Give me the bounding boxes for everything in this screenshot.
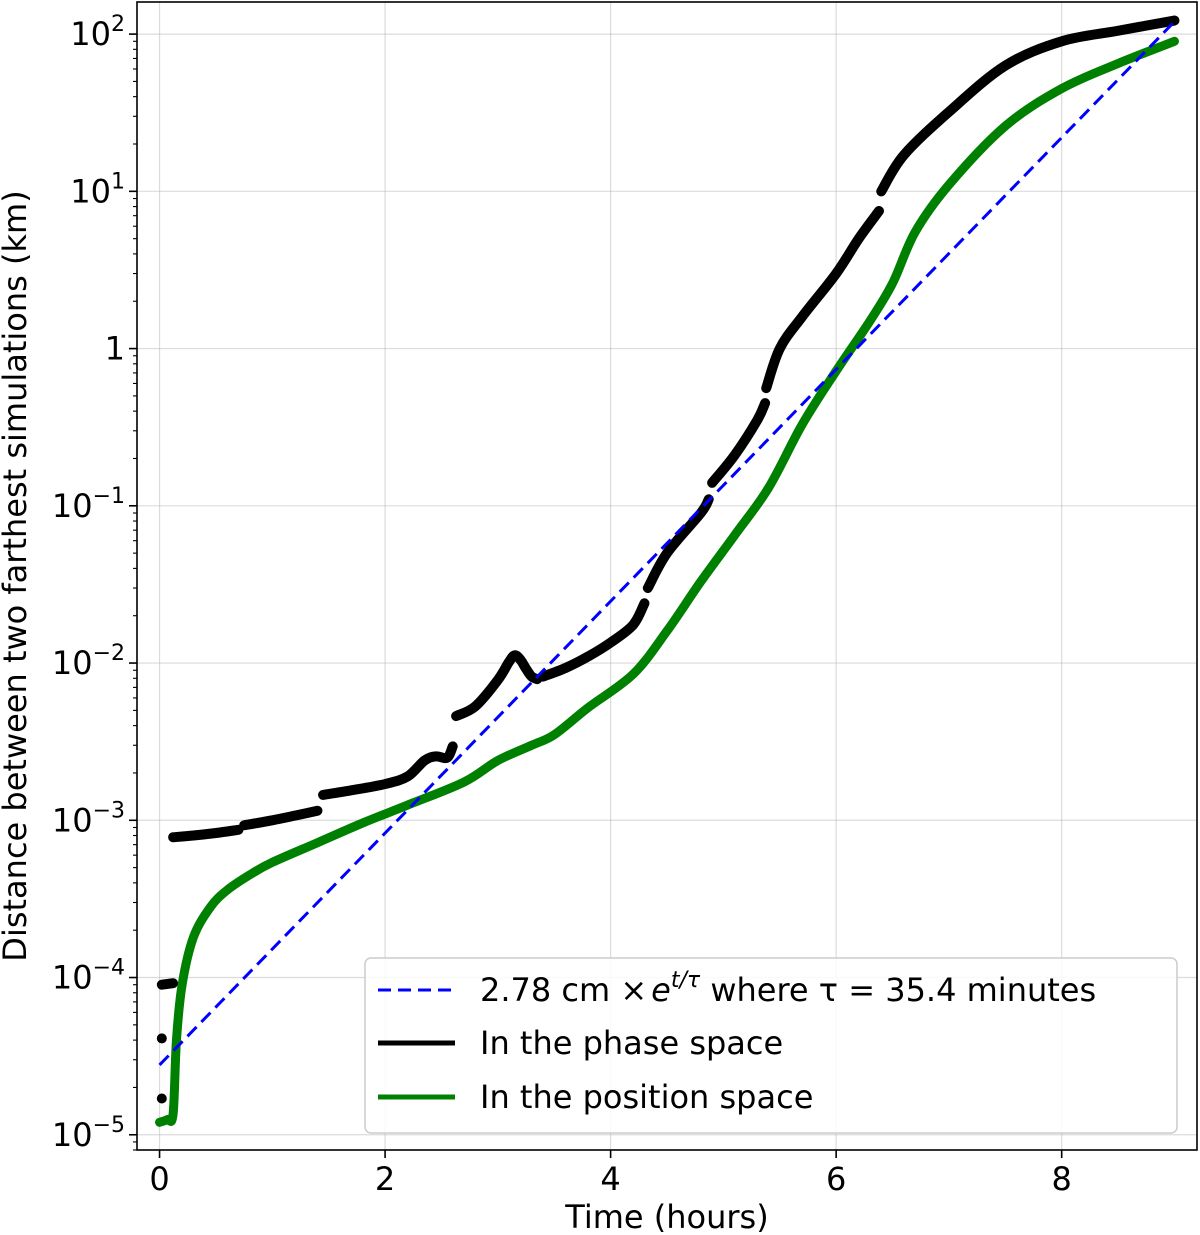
series-phase-space-point: [156, 1033, 167, 1044]
y-tick-label: 10−2: [52, 641, 125, 682]
series-phase-space-segment: [451, 650, 543, 722]
x-tick-label: 0: [149, 1160, 169, 1198]
y-tick-exponent: −5: [93, 1113, 125, 1138]
y-tick-base: 10: [70, 172, 111, 210]
series-phase-space-segment: [537, 598, 650, 682]
y-tick-base: 10: [52, 644, 93, 682]
x-tick-label: 6: [826, 1160, 846, 1198]
y-tick-exponent: −2: [93, 641, 125, 666]
y-axis-label: Distance between two farthest simulation…: [0, 190, 34, 961]
y-tick-label: 10−4: [52, 956, 125, 997]
y-tick-label: 102: [70, 12, 125, 53]
y-tick-base: 10: [52, 801, 93, 839]
y-tick-label: 10−3: [52, 798, 125, 839]
y-tick-exponent: 2: [111, 12, 125, 37]
legend-fit-e: e: [651, 971, 671, 1009]
series-phase-space-segment: [761, 205, 884, 394]
y-tick-label: 101: [70, 169, 125, 210]
series-phase-space-segment: [239, 805, 323, 831]
series-position-space: [155, 36, 1179, 1127]
series-phase-space-point: [156, 1093, 167, 1104]
x-tick-label: 4: [600, 1160, 620, 1198]
y-tick-exponent: −3: [93, 798, 125, 823]
series-exponential-fit: [158, 20, 1176, 1066]
x-tick-label: 2: [375, 1160, 395, 1198]
x-axis-label: Time (hours): [564, 1198, 768, 1235]
y-tick-label: 10−5: [52, 1113, 125, 1154]
legend-label-fit: 2.78 cm × et/τ where τ = 35.4 minutes: [480, 968, 1096, 1009]
series-phase-space-segment: [318, 741, 458, 800]
plot-frame: [136, 1, 1198, 1151]
legend-fit-prefix: 2.78 cm ×: [480, 971, 647, 1009]
y-tick-base: 1: [105, 330, 125, 368]
series-phase-space-segment: [168, 824, 244, 843]
legend-box: [364, 957, 1178, 1134]
x-tick-label: 8: [1052, 1160, 1072, 1198]
legend-fit-suffix: where τ = 35.4 minutes: [700, 971, 1096, 1009]
series-layer: [155, 15, 1180, 1127]
grid: [137, 2, 1197, 1150]
y-tick-base: 10: [52, 1116, 93, 1154]
y-tick-label: 1: [105, 330, 125, 368]
legend: 2.78 cm × et/τ where τ = 35.4 minutes In …: [364, 957, 1178, 1134]
y-tick-base: 10: [70, 15, 111, 53]
y-tick-base: 10: [52, 487, 93, 525]
y-tick-base: 10: [52, 959, 93, 997]
y-tick-exponent: −1: [93, 484, 125, 509]
series-phase-space-segment: [707, 398, 771, 488]
series-phase-space-segment: [876, 15, 1180, 197]
legend-label-phase: In the phase space: [480, 1024, 783, 1062]
y-tick-label: 10−1: [52, 484, 125, 525]
legend-fit-exponent: t/τ: [671, 968, 701, 993]
legend-label-position: In the position space: [480, 1078, 813, 1116]
y-tick-exponent: −4: [93, 956, 125, 981]
y-tick-exponent: 1: [111, 169, 125, 194]
series-phase-space-segment: [156, 978, 179, 990]
